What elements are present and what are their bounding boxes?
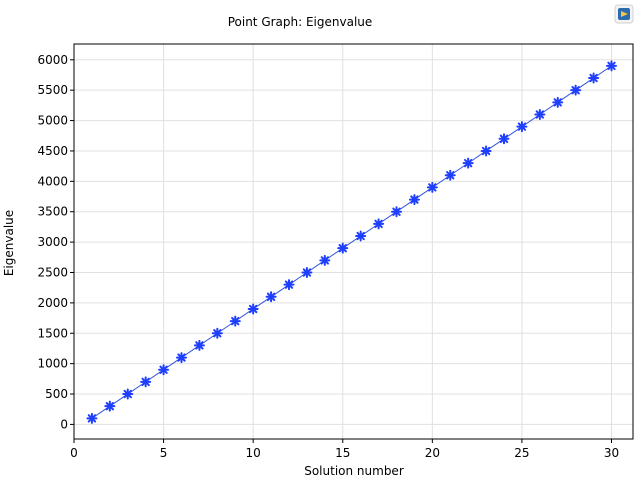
ticks-layer: 0 5 10 15 20 25 30 0 500 1000 1500 2000 2500 3000 3500…	[37, 53, 619, 460]
data-point-stroke	[302, 268, 312, 277]
data-point-stroke	[463, 158, 473, 168]
data-point-stroke	[517, 122, 527, 131]
chart-title: Point Graph: Eigenvalue	[228, 15, 373, 29]
data-point	[193, 339, 205, 351]
data-point	[355, 230, 367, 242]
data-point	[319, 254, 331, 266]
data-point-stroke	[499, 134, 509, 143]
data-point	[301, 266, 313, 278]
data-point	[247, 303, 259, 315]
data-point	[570, 84, 582, 96]
data-point	[534, 108, 546, 120]
data-point	[391, 206, 402, 218]
data-point-stroke	[338, 244, 347, 253]
y-tick-label: 4500	[37, 144, 68, 158]
data-point-stroke	[195, 341, 204, 350]
data-point	[158, 364, 170, 376]
y-tick-label: 5000	[37, 114, 68, 128]
data-point	[211, 327, 223, 339]
y-tick-label: 4000	[37, 174, 68, 188]
export-icon[interactable]	[614, 4, 634, 24]
series-layer	[86, 60, 617, 424]
y-tick-label: 1500	[37, 326, 68, 340]
data-point-stroke	[481, 146, 491, 156]
data-point	[498, 133, 510, 145]
data-point-stroke	[571, 86, 580, 95]
y-tick-label: 3000	[37, 235, 68, 249]
data-point-stroke	[607, 61, 616, 71]
y-tick-label: 2000	[37, 296, 68, 310]
y-tick-label: 5500	[37, 83, 68, 97]
data-point-stroke	[266, 292, 276, 301]
data-point	[462, 157, 474, 169]
data-point	[176, 352, 187, 364]
y-tick-label: 500	[45, 387, 68, 401]
data-point	[516, 121, 528, 133]
x-axis-label: Solution number	[304, 464, 404, 478]
data-point-stroke	[374, 219, 383, 229]
data-point-stroke	[141, 377, 150, 387]
x-tick-label: 5	[160, 446, 168, 460]
y-tick-label: 6000	[37, 53, 68, 67]
data-point-stroke	[446, 171, 455, 180]
grid-layer	[73, 44, 633, 439]
data-point-stroke	[123, 389, 132, 399]
x-tick-label: 15	[335, 446, 350, 460]
data-point-stroke	[284, 280, 294, 289]
data-point-stroke	[320, 256, 330, 265]
x-tick-label: 0	[70, 446, 78, 460]
data-point	[373, 218, 385, 230]
data-point-stroke	[428, 183, 437, 192]
data-point-stroke	[535, 110, 545, 119]
x-tick-label: 30	[604, 446, 619, 460]
data-point-stroke	[87, 414, 97, 423]
data-point	[229, 315, 241, 327]
data-point-stroke	[248, 304, 258, 314]
y-tick-label: 3500	[37, 205, 68, 219]
data-point	[426, 181, 438, 193]
y-tick-label: 1000	[37, 357, 68, 371]
data-point	[122, 388, 134, 400]
data-point	[104, 400, 116, 412]
x-tick-label: 20	[425, 446, 440, 460]
data-point	[140, 376, 152, 388]
data-point	[337, 242, 349, 254]
y-tick-label: 0	[60, 417, 68, 431]
data-point	[552, 96, 564, 108]
data-point-stroke	[410, 195, 419, 204]
data-point-stroke	[589, 73, 598, 83]
data-point-stroke	[159, 365, 168, 374]
data-point-stroke	[105, 402, 115, 411]
x-tick-label: 10	[246, 446, 261, 460]
y-axis-label: Eigenvalue	[2, 210, 16, 276]
data-point-stroke	[392, 207, 401, 216]
data-point	[408, 194, 420, 206]
data-point	[283, 279, 295, 291]
data-point	[588, 72, 600, 84]
data-point	[444, 169, 456, 181]
x-tick-label: 25	[514, 446, 529, 460]
data-point	[86, 412, 98, 424]
data-point	[480, 145, 492, 157]
data-point-stroke	[177, 353, 186, 362]
data-point	[606, 60, 617, 72]
data-point-stroke	[356, 231, 365, 241]
export-icon-arrow	[621, 11, 628, 17]
axes-layer	[73, 43, 634, 440]
data-point-stroke	[231, 316, 240, 326]
data-point-stroke	[213, 329, 222, 338]
data-point-stroke	[553, 98, 562, 107]
data-point	[265, 291, 277, 303]
y-tick-label: 2500	[37, 265, 68, 279]
plot-frame	[73, 43, 634, 440]
